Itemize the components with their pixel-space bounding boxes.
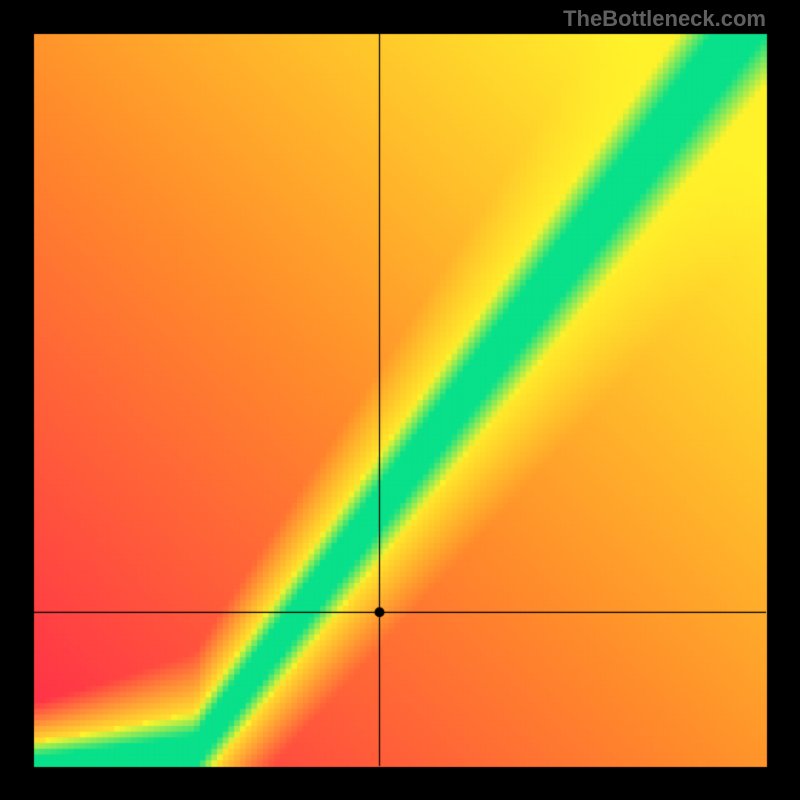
watermark-label: TheBottleneck.com [563, 6, 766, 32]
bottleneck-heatmap [0, 0, 800, 800]
